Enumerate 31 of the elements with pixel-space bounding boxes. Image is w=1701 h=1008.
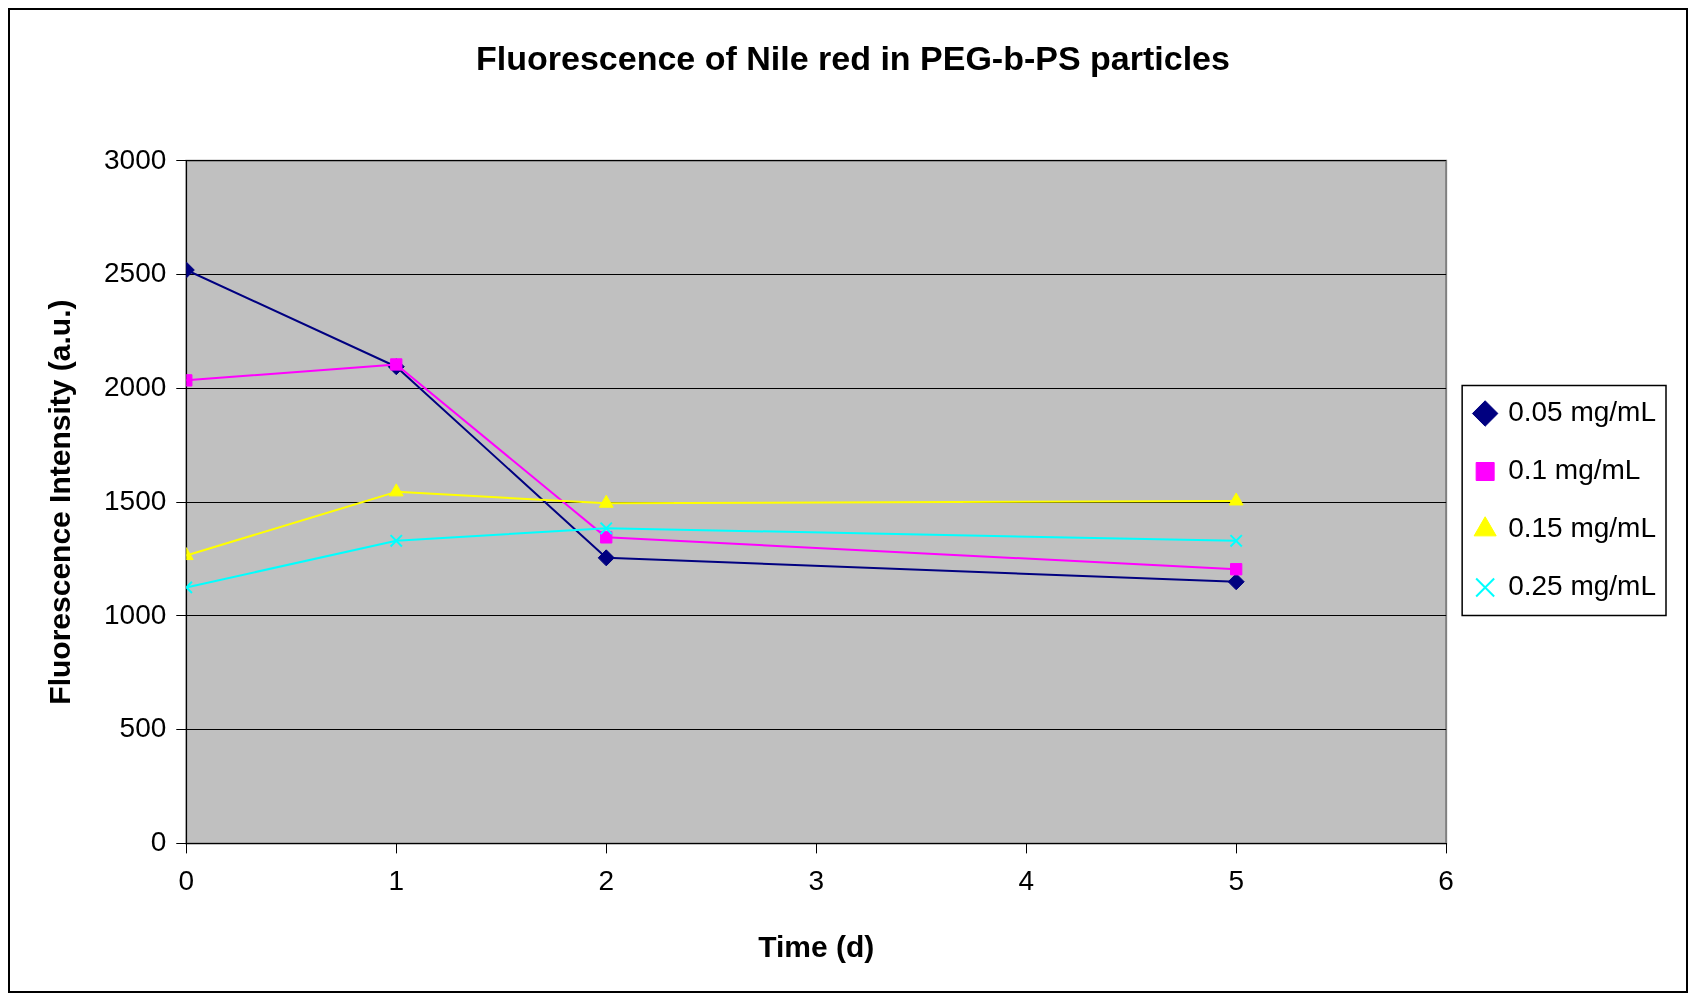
x-axis-title: Time (d) bbox=[758, 930, 875, 964]
chart-title: Fluorescence of Nile red in PEG-b-PS particles bbox=[476, 38, 1230, 77]
x-tick-label: 1 bbox=[388, 864, 405, 896]
legend-label: 0.05 mg/mL bbox=[1508, 396, 1657, 428]
legend-label: 0.25 mg/mL bbox=[1508, 570, 1657, 602]
point bbox=[599, 521, 613, 535]
y-tick-label: 500 bbox=[119, 712, 167, 744]
point bbox=[1227, 573, 1245, 591]
y-tick-label: 2500 bbox=[103, 257, 167, 289]
y-tick-label: 0 bbox=[150, 826, 167, 858]
y-axis-title: Fluorescence Intensity (a.u.) bbox=[43, 299, 77, 705]
x-tick-label: 5 bbox=[1228, 864, 1244, 896]
x-tick-label: 2 bbox=[598, 864, 615, 896]
point bbox=[1228, 492, 1244, 506]
x-tick-label: 3 bbox=[808, 864, 825, 896]
y-tick-label: 3000 bbox=[103, 143, 167, 175]
legend-label: 0.1 mg/mL bbox=[1508, 454, 1641, 486]
point bbox=[389, 534, 403, 548]
x-tick-label: 6 bbox=[1438, 864, 1454, 896]
point bbox=[388, 483, 404, 497]
legend-label: 0.15 mg/mL bbox=[1508, 512, 1657, 544]
y-tick-label: 2000 bbox=[103, 371, 167, 403]
point bbox=[598, 494, 614, 508]
point bbox=[600, 531, 613, 544]
x-tick-label: 4 bbox=[1018, 864, 1034, 896]
point bbox=[1229, 534, 1243, 548]
y-tick-label: 1000 bbox=[103, 598, 167, 630]
point bbox=[597, 549, 615, 567]
y-tick-label: 1500 bbox=[103, 484, 167, 516]
x-tick-label: 0 bbox=[178, 864, 195, 896]
point bbox=[1230, 563, 1243, 576]
